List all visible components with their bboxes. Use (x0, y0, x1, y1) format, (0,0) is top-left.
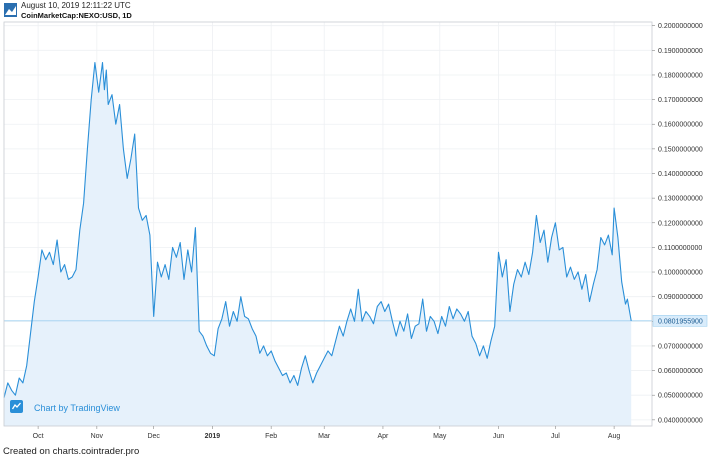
x-tick-label: Jun (493, 433, 504, 440)
x-tick-label: Apr (377, 433, 389, 440)
y-tick-label: 0.0900000000 (658, 294, 703, 301)
y-tick-label: 0.1700000000 (658, 97, 703, 104)
x-tick-label: Jul (551, 433, 560, 440)
y-tick-label: 0.1200000000 (658, 220, 703, 227)
chart-datetime: August 10, 2019 12:11:22 UTC (21, 1, 131, 10)
y-tick-label: 0.2000000000 (658, 23, 703, 30)
x-tick-label: Aug (608, 433, 621, 440)
y-tick-label: 0.1000000000 (658, 270, 703, 277)
chart-symbol: CoinMarketCap:NEXO:USD, 1D (21, 11, 132, 20)
y-tick-label: 0.0600000000 (658, 368, 703, 375)
x-axis: Oct Nov Dec 2019 Feb Mar Apr May Jun Jul Aug (33, 426, 621, 440)
tradingview-watermark[interactable]: Chart by TradingView (10, 400, 120, 413)
series-line (3, 62, 632, 398)
y-tick-label: 0.1500000000 (658, 146, 703, 153)
x-tick-label: 2019 (205, 433, 221, 440)
y-tick-label: 0.1900000000 (658, 48, 703, 55)
y-tick-label: 0.1300000000 (658, 196, 703, 203)
y-tick-label: 0.0700000000 (658, 343, 703, 350)
y-axis: 0.0400000000 0.0500000000 0.0600000000 0.07… (652, 23, 703, 424)
series-area-fill (4, 62, 632, 426)
y-tick-label: 0.0500000000 (658, 393, 703, 400)
current-price-label: 0.0801955900 (658, 318, 703, 325)
y-tick-label: 0.1800000000 (658, 72, 703, 79)
footer-credit: Created on charts.cointrader.pro (3, 446, 140, 457)
y-tick-label: 0.1100000000 (658, 245, 702, 252)
watermark-label: Chart by TradingView (34, 403, 120, 413)
x-tick-label: Oct (33, 433, 44, 440)
y-tick-label: 0.0400000000 (658, 417, 703, 424)
x-tick-label: Nov (91, 433, 104, 440)
x-tick-label: Dec (147, 433, 160, 440)
y-tick-label: 0.1600000000 (658, 122, 703, 129)
x-tick-label: May (433, 433, 447, 440)
tradingview-logo-icon (4, 3, 17, 17)
x-tick-label: Mar (318, 433, 331, 440)
x-tick-label: Feb (265, 433, 277, 440)
chart-header: August 10, 2019 12:11:22 UTC CoinMarketC… (0, 0, 710, 22)
plot-border (3, 21, 653, 427)
current-price-badge: 0.0801955900 (652, 315, 708, 327)
y-tick-label: 0.1400000000 (658, 171, 703, 178)
